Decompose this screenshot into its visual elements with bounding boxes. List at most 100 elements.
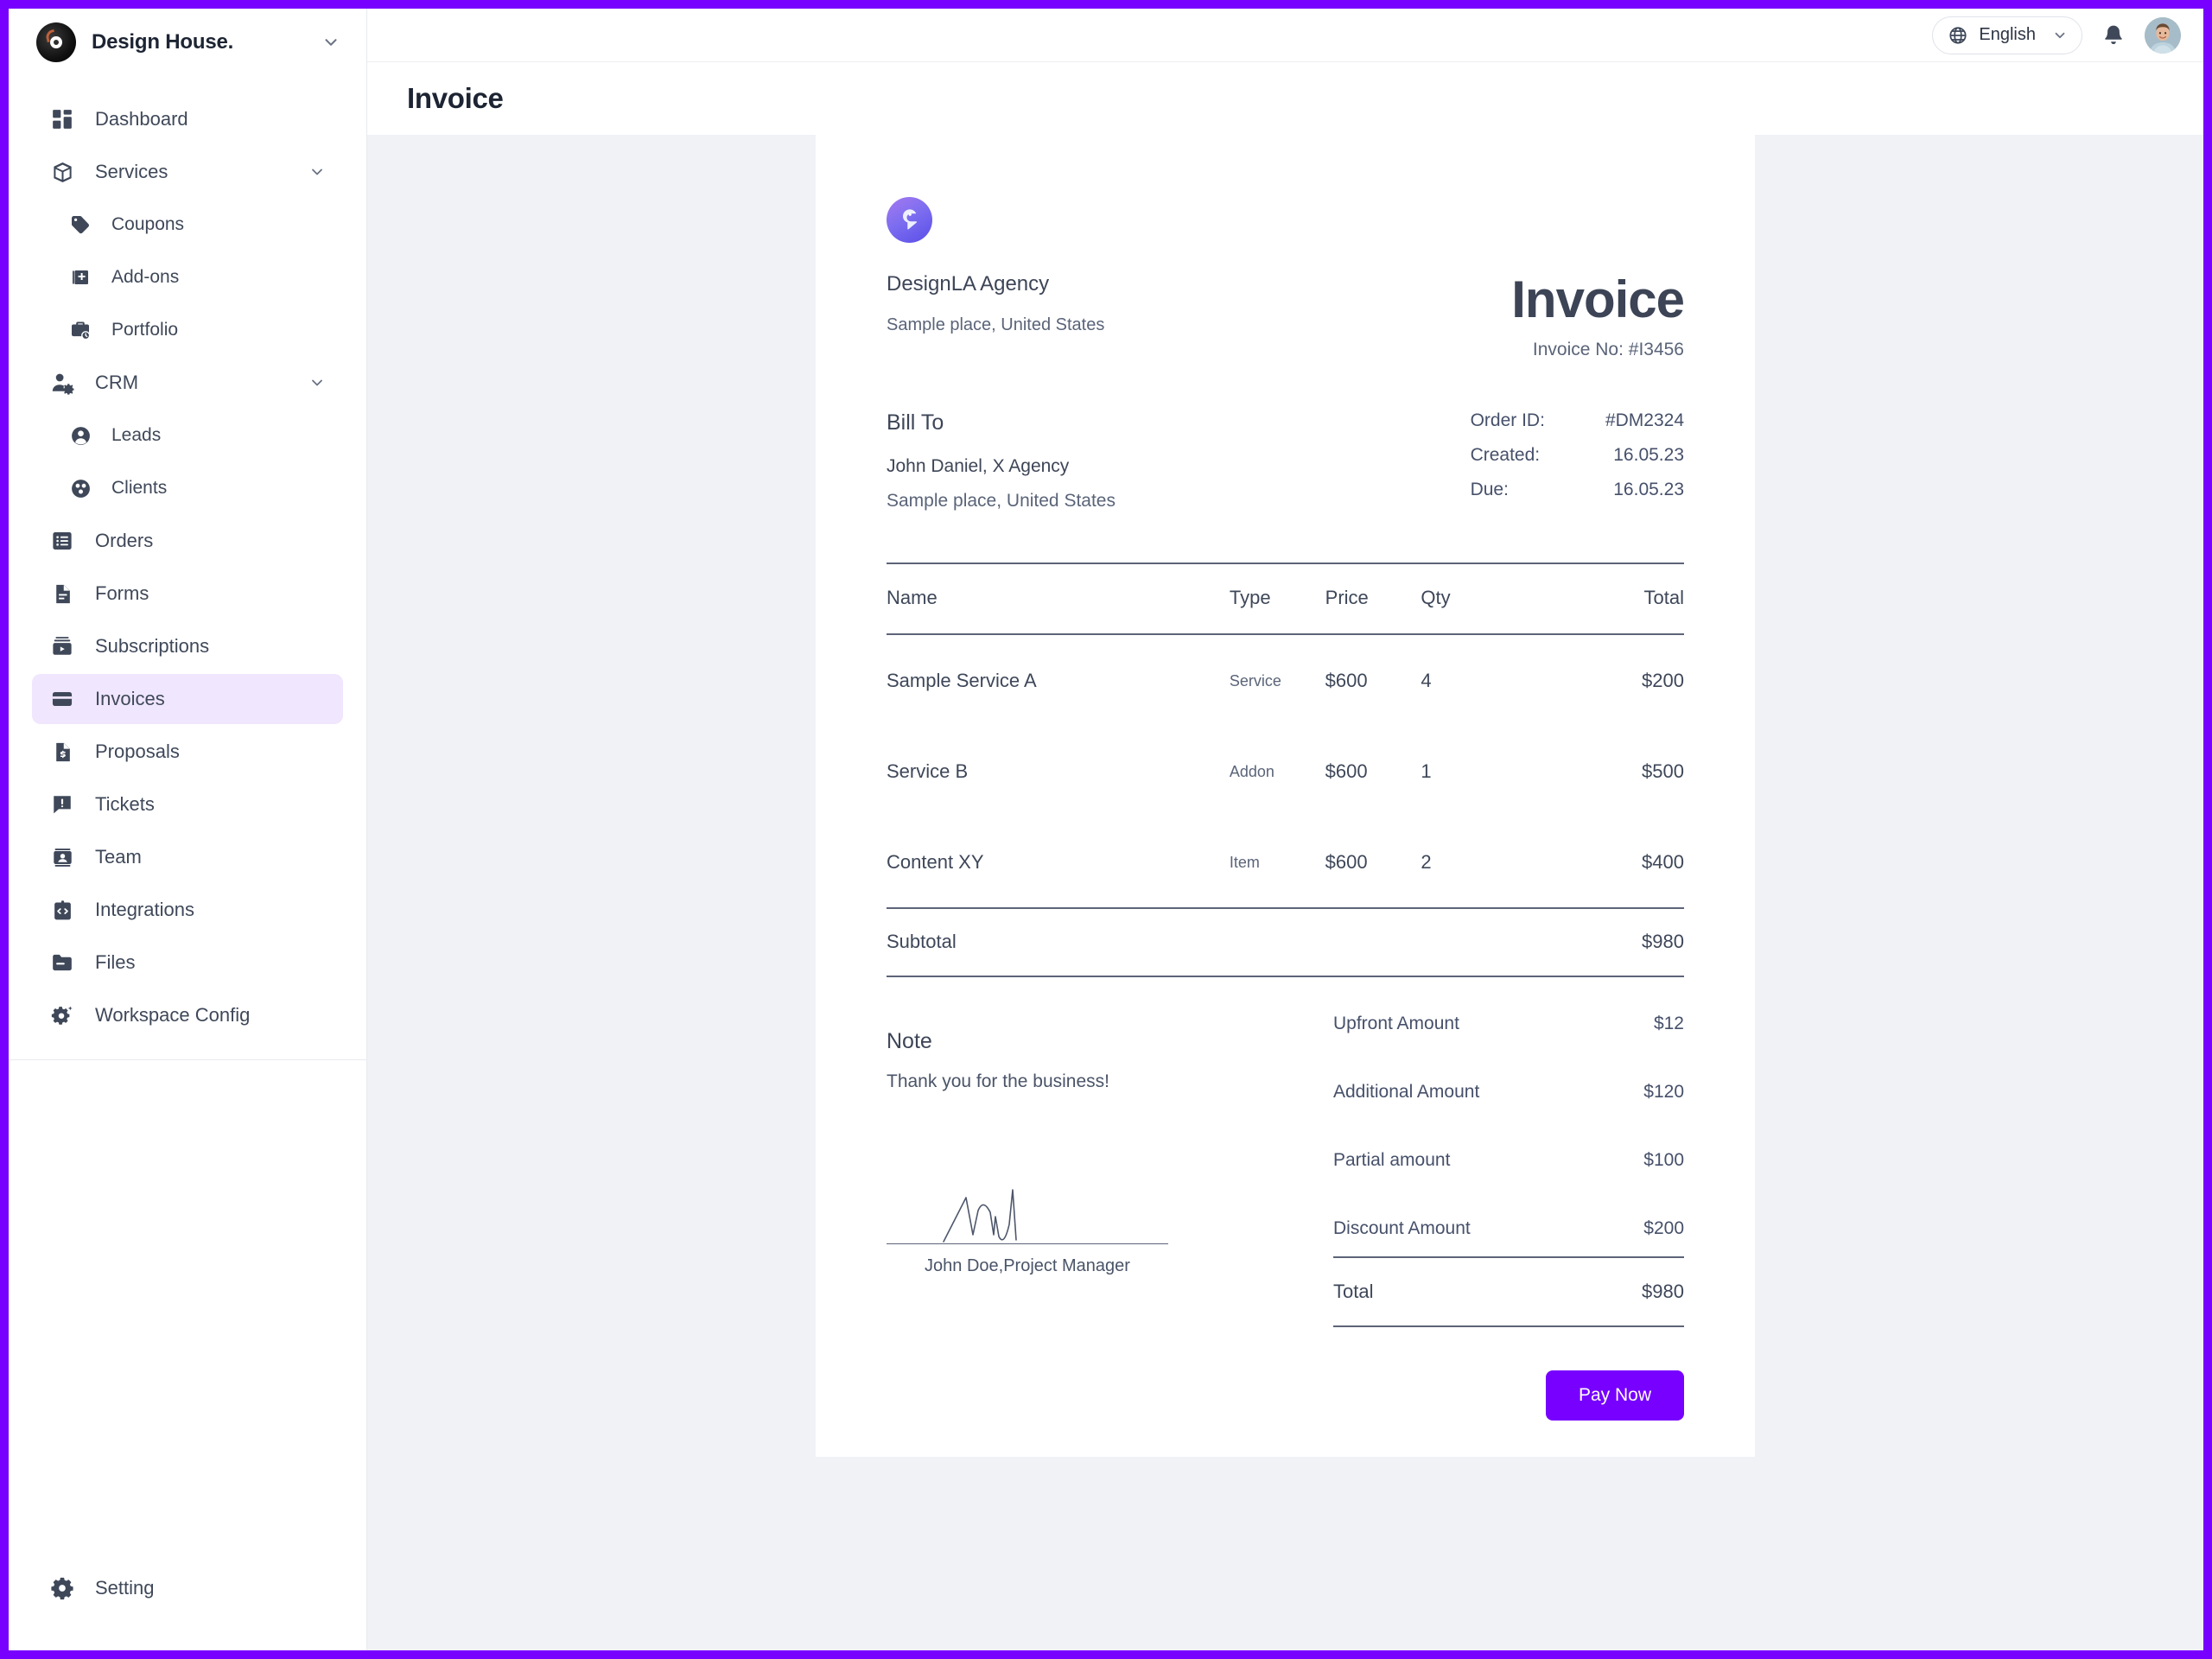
- id-card-icon: [49, 844, 75, 870]
- sidebar-item-files[interactable]: Files: [32, 938, 343, 988]
- totals-value: $100: [1643, 1150, 1684, 1170]
- meta-value: #DM2324: [1605, 410, 1684, 430]
- bill-to-heading: Bill To: [887, 410, 944, 435]
- app-window: Design House. Dashboard Services: [9, 9, 2203, 1650]
- language-selector[interactable]: English: [1932, 16, 2082, 54]
- signature-line: [887, 1187, 1168, 1244]
- grand-total-value: $980: [1605, 1256, 1684, 1327]
- chevron-down-icon: [2055, 32, 2065, 38]
- sidebar-item-portfolio[interactable]: Portfolio: [32, 305, 343, 355]
- users-group-icon: [69, 477, 92, 499]
- item-total: $500: [1642, 760, 1684, 782]
- sidebar-item-forms[interactable]: Forms: [32, 569, 343, 619]
- meta-key: Due:: [1470, 480, 1509, 499]
- subscription-play-icon: [49, 633, 75, 659]
- invoice-meta-table: Order ID: #DM2324 Created: 16.05.23 Due:…: [1471, 410, 1684, 514]
- note-block: Note Thank you for the business! John Do…: [887, 1014, 1258, 1421]
- sidebar-item-services[interactable]: Services: [32, 147, 343, 197]
- briefcase-clock-icon: [69, 319, 92, 341]
- table-header-row: Name Type Price Qty Total: [887, 563, 1684, 635]
- column-header-name: Name: [887, 563, 1230, 635]
- pay-now-button[interactable]: Pay Now: [1545, 1370, 1684, 1421]
- sidebar-item-tickets[interactable]: Tickets: [32, 779, 343, 830]
- totals-row: Upfront Amount $12: [1333, 1014, 1684, 1082]
- sidebar-item-subscriptions[interactable]: Subscriptions: [32, 621, 343, 671]
- sidebar-item-label: Files: [95, 951, 136, 973]
- totals-row: Discount Amount $200: [1333, 1218, 1684, 1257]
- list-box-icon: [49, 528, 75, 554]
- user-circle-icon: [69, 424, 92, 447]
- totals-value: $200: [1643, 1218, 1684, 1238]
- gear-icon: [49, 1575, 75, 1601]
- column-header-type: Type: [1229, 563, 1325, 635]
- totals-label: Additional Amount: [1333, 1082, 1480, 1102]
- totals-value: $120: [1643, 1082, 1684, 1102]
- globe-icon: [1949, 26, 1967, 44]
- sidebar-item-label: Services: [95, 161, 168, 182]
- gear-sparkle-icon: [49, 1002, 75, 1028]
- totals-row: Additional Amount $120: [1333, 1082, 1684, 1150]
- grand-total-row: Total $980: [1333, 1256, 1684, 1327]
- table-row: Content XY Item $600 2 $400: [887, 817, 1684, 907]
- sidebar-item-team[interactable]: Team: [32, 832, 343, 882]
- item-price: $600: [1325, 851, 1368, 873]
- sidebar-item-label: Integrations: [95, 899, 194, 920]
- sidebar-item-leads[interactable]: Leads: [32, 410, 343, 461]
- invoice-header-row: DesignLA Agency Sample place, United Sta…: [887, 272, 1685, 360]
- notification-bell-icon[interactable]: [2101, 23, 2126, 48]
- sidebar-item-setting[interactable]: Setting: [32, 1563, 343, 1613]
- sidebar-item-workspace-config[interactable]: Workspace Config: [32, 990, 343, 1040]
- invoice-company-block: DesignLA Agency Sample place, United Sta…: [887, 272, 1104, 335]
- meta-value: 16.05.23: [1613, 480, 1684, 499]
- chevron-down-icon[interactable]: [308, 374, 326, 391]
- sidebar-item-crm[interactable]: CRM: [32, 358, 343, 408]
- top-bar: English: [367, 9, 2203, 62]
- totals-row: Partial amount $100: [1333, 1150, 1684, 1218]
- sidebar-item-label: Coupons: [111, 214, 185, 234]
- credit-card-icon: [49, 686, 75, 712]
- sidebar-item-integrations[interactable]: Integrations: [32, 885, 343, 935]
- table-row: Service B Addon $600 1 $500: [887, 726, 1684, 817]
- bill-to-address: Sample place, United States: [887, 491, 1116, 511]
- sidebar-item-add-ons[interactable]: Add-ons: [32, 252, 343, 302]
- avatar[interactable]: [2145, 16, 2181, 54]
- item-total: $400: [1642, 851, 1684, 873]
- sidebar-item-label: Dashboard: [95, 108, 188, 130]
- item-qty: 2: [1421, 851, 1432, 873]
- sidebar-item-label: Orders: [95, 530, 154, 551]
- sidebar-item-dashboard[interactable]: Dashboard: [32, 94, 343, 144]
- subtotal-value: $980: [1642, 931, 1684, 952]
- item-name: Service B: [887, 760, 969, 782]
- box-package-icon: [49, 159, 75, 185]
- user-gear-icon: [49, 370, 75, 396]
- totals-value: $12: [1653, 1014, 1684, 1033]
- sidebar-item-orders[interactable]: Orders: [32, 516, 343, 566]
- language-label: English: [1979, 25, 2036, 44]
- dashboard-grid-icon: [49, 106, 75, 132]
- bill-to-block: Bill To John Daniel, X Agency Sample pla…: [887, 410, 1116, 512]
- workspace-switcher[interactable]: Design House.: [9, 9, 366, 76]
- chevron-down-icon[interactable]: [321, 33, 340, 52]
- meta-value: 16.05.23: [1613, 445, 1684, 465]
- sidebar-item-invoices[interactable]: Invoices: [32, 674, 343, 724]
- sidebar-item-coupons[interactable]: Coupons: [32, 200, 343, 250]
- brand-name: Design House.: [92, 30, 234, 54]
- sidebar-item-label: Forms: [95, 582, 149, 604]
- invoice-title-block: Invoice Invoice No: #I3456: [1511, 274, 1685, 360]
- subtotal-label: Subtotal: [887, 931, 957, 952]
- item-price: $600: [1325, 760, 1368, 782]
- add-square-icon: [69, 266, 92, 289]
- invoice-lower-section: Note Thank you for the business! John Do…: [887, 1014, 1684, 1421]
- sidebar-item-label: Workspace Config: [95, 1004, 251, 1026]
- sidebar: Design House. Dashboard Services: [9, 9, 367, 1650]
- sidebar-item-label: Subscriptions: [95, 635, 210, 657]
- item-name: Sample Service A: [887, 670, 1037, 691]
- meta-key: Order ID:: [1470, 410, 1545, 430]
- sidebar-item-clients[interactable]: Clients: [32, 463, 343, 513]
- document-dollar-icon: [49, 739, 75, 765]
- totals-label: Upfront Amount: [1333, 1014, 1459, 1033]
- item-type: Item: [1229, 853, 1260, 871]
- chevron-down-icon[interactable]: [308, 163, 326, 181]
- sidebar-item-proposals[interactable]: Proposals: [32, 727, 343, 777]
- invoice-subtotal-table: Subtotal $980: [887, 907, 1684, 977]
